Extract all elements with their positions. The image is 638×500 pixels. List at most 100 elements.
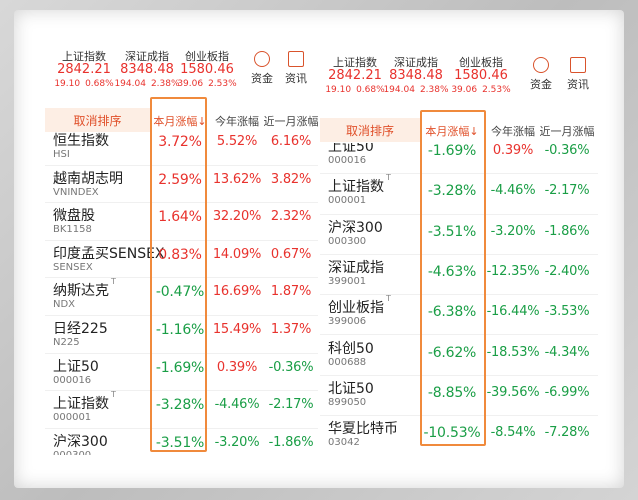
row-value: -0.36% [544, 143, 590, 158]
row-code: 000016 [53, 374, 92, 386]
index-name: 创业板指 [185, 50, 229, 63]
row-value: -2.40% [544, 263, 590, 279]
table-row[interactable]: 印度孟买SENSEX SENSEX 0.83% 14.09% 0.67% [45, 240, 318, 279]
index-change: 194.04 2.38% [383, 85, 448, 95]
sort-column[interactable]: 近一月涨幅 [263, 115, 319, 128]
row-tag: T [111, 277, 116, 287]
row-value: -4.46% [490, 183, 536, 199]
sort-column[interactable]: 近一月涨幅 [539, 125, 595, 138]
index-name: 上证指数 [333, 56, 377, 69]
row-name: 沪深300 [53, 433, 108, 450]
table: 恒生指数 HSI 3.72% 5.52% 6.16% 越南胡志明 VNINDEX 2.59% 1… [45, 132, 318, 455]
index-value: 1580.46 [180, 62, 234, 77]
index-name: 上证指数 [62, 50, 106, 63]
row-name: 日经225 [53, 321, 108, 337]
row-value: -8.54% [490, 425, 536, 441]
row-value: -3.20% [214, 434, 260, 450]
row-code: 03042 [328, 437, 360, 447]
row-value: 14.09% [212, 246, 262, 262]
row-value: 2.59% [158, 171, 202, 188]
row-value: -3.20% [490, 223, 536, 239]
index-change-pct: 0.68% [85, 79, 114, 89]
index-change-pct: 2.38% [150, 79, 180, 89]
row-code: 399006 [328, 316, 367, 328]
table-row[interactable]: 日经225 N225 -1.16% 15.49% 1.37% [45, 315, 318, 354]
table-row[interactable]: 华夏比特币 03042 -10.53% -8.54% -7.28% [320, 415, 598, 447]
row-name: 恒生指数 [53, 133, 109, 149]
row-name: 创业板指 [328, 300, 384, 317]
tool-icon[interactable] [288, 51, 304, 67]
table-row[interactable]: 上证指数 T 000001 -3.28% -4.46% -2.17% [320, 173, 598, 215]
tool-icon[interactable] [254, 51, 270, 67]
row-value: 0.39% [216, 359, 258, 375]
tool-label: 资金 [251, 72, 273, 85]
index-change-points: 19.10 [54, 79, 81, 89]
row-code: 399001 [328, 275, 367, 287]
row-value: -4.63% [427, 263, 477, 280]
row-value: -1.69% [427, 143, 477, 159]
table-row[interactable]: 深证成指 399001 -4.63% -12.35% -2.40% [320, 254, 598, 296]
row-value: 0.39% [492, 143, 534, 158]
table-row[interactable]: 越南胡志明 VNINDEX 2.59% 13.62% 3.82% [45, 165, 318, 204]
table-row[interactable]: 科创50 000688 -6.62% -18.53% -4.34% [320, 335, 598, 376]
row-value: 6.16% [270, 134, 312, 149]
table-row[interactable]: 微盘股 BK1158 1.64% 32.20% 2.32% [45, 202, 318, 241]
row-code: 000001 [328, 195, 367, 207]
index-name: 深证成指 [394, 56, 438, 69]
table-row[interactable]: 创业板指 T 399006 -6.38% -16.44% -3.53% [320, 294, 598, 336]
row-value: 16.69% [212, 284, 262, 300]
row-value: -18.53% [486, 344, 540, 360]
index-change-points: 194.04 [114, 79, 146, 89]
table-row[interactable]: 北证50 899050 -8.85% -39.56% -6.99% [320, 375, 598, 417]
tool-icon[interactable] [533, 57, 549, 73]
sort-reset[interactable]: 取消排序 [73, 114, 122, 128]
row-name: 越南胡志明 [53, 170, 123, 187]
row-value: -3.53% [544, 304, 590, 320]
row-value: -6.62% [427, 344, 477, 361]
table-row[interactable]: 恒生指数 HSI 3.72% 5.52% 6.16% [45, 132, 318, 166]
row-value: -0.36% [268, 359, 314, 375]
table-row[interactable]: 纳斯达克 T NDX -0.47% 16.69% 1.87% [45, 277, 318, 316]
row-value: -6.99% [544, 384, 590, 400]
index-change-points: 194.04 [383, 85, 415, 95]
index-name: 创业板指 [459, 56, 503, 69]
row-value: 0.83% [158, 246, 202, 263]
sort-reset[interactable]: 取消排序 [345, 124, 395, 138]
index-change: 19.10 0.68% [325, 85, 384, 95]
row-value: 1.87% [270, 284, 312, 300]
row-value: -12.35% [486, 263, 540, 279]
sort-column[interactable]: 本月涨幅↓ [153, 115, 207, 128]
sort-reset-bg [45, 108, 150, 132]
tool-icon[interactable] [570, 57, 586, 73]
row-value: 1.64% [158, 209, 202, 226]
sort-column[interactable]: 今年涨幅 [491, 125, 535, 138]
row-code: 000016 [328, 155, 367, 166]
index-change: 19.10 0.68% [54, 79, 113, 89]
tool-label: 资讯 [567, 78, 589, 91]
row-name: 上证指数 [328, 179, 384, 196]
row-code: 000688 [328, 356, 367, 368]
highlight-box [150, 97, 207, 452]
sort-column[interactable]: 今年涨幅 [215, 115, 259, 128]
table-row[interactable]: 上证50 000016 -1.69% 0.39% -0.36% [320, 143, 598, 175]
index-name: 深证成指 [125, 50, 169, 63]
row-name: 上证指数 [53, 396, 109, 413]
row-value: 13.62% [212, 171, 262, 187]
row-value: -2.17% [268, 397, 314, 413]
table-row[interactable]: 上证50 000016 -1.69% 0.39% -0.36% [45, 353, 318, 392]
index-change-pct: 0.68% [356, 85, 385, 95]
sort-column[interactable]: 本月涨幅↓ [425, 125, 479, 138]
row-code: VNINDEX [53, 186, 99, 198]
row-value: -8.85% [427, 384, 477, 401]
row-code: 000300 [328, 235, 367, 247]
tool-label: 资讯 [285, 72, 307, 85]
table-row[interactable]: 上证指数 T 000001 -3.28% -4.46% -2.17% [45, 390, 318, 429]
row-code: 000001 [53, 412, 92, 424]
tool-label: 资金 [530, 78, 552, 91]
row-value: -1.69% [155, 359, 205, 376]
row-value: -6.38% [427, 304, 477, 321]
index-change-points: 39.06 [451, 85, 478, 95]
row-tag: T [386, 173, 391, 183]
